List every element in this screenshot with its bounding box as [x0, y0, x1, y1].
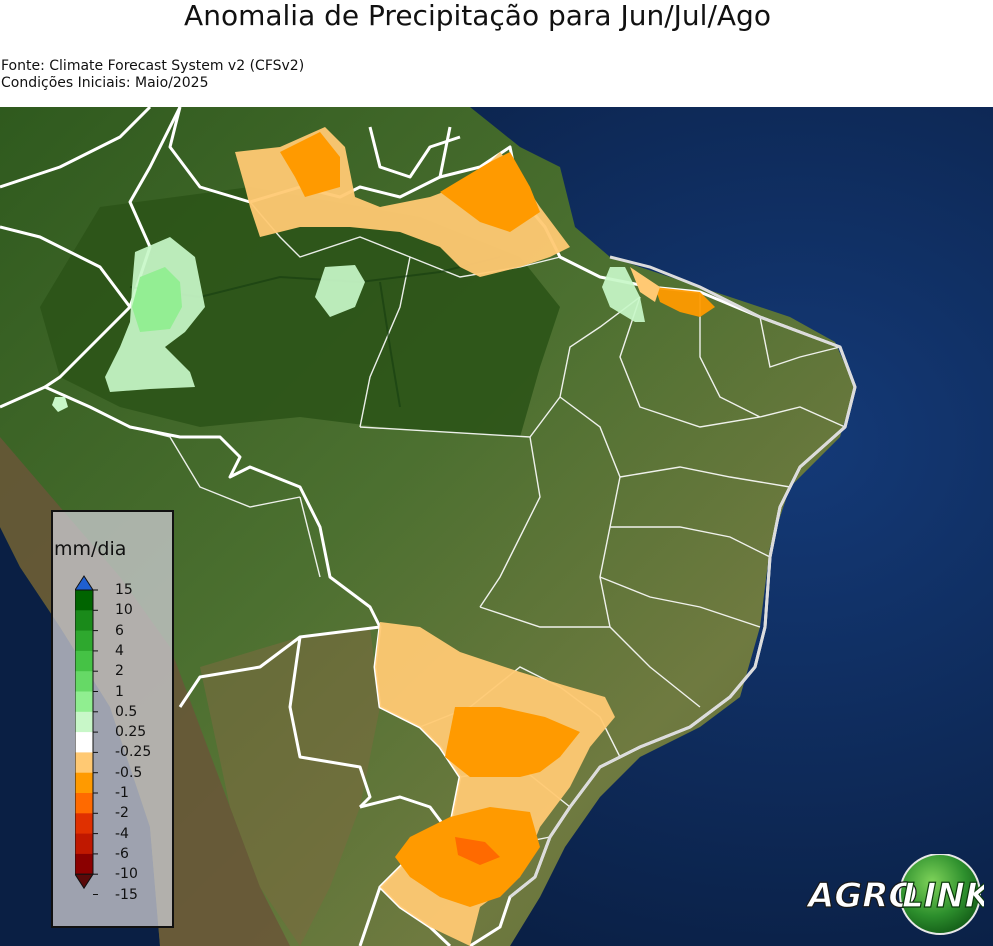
- map-metadata: Fonte: Climate Forecast System v2 (CFSv2…: [1, 58, 304, 92]
- negative-anomaly-north-core-west: [280, 132, 340, 197]
- colorbar-tick-label: -10: [115, 866, 138, 883]
- negative-anomaly-rio-grande-do-sul-core: [455, 837, 500, 865]
- colorbar-swatch: [75, 711, 93, 733]
- positive-anomaly-maranhao: [602, 267, 645, 322]
- colorbar-swatch: [75, 813, 93, 835]
- colorbar-tick-label: 15: [115, 582, 133, 598]
- colorbar-extend-min: [75, 873, 94, 890]
- colorbar-tick-label: -4: [115, 825, 129, 842]
- colorbar-swatch: [75, 752, 93, 774]
- colorbar-swatch: [75, 793, 93, 814]
- colorbar-tick-label: -0.25: [115, 744, 152, 761]
- negative-anomaly-northeast-coast: [655, 287, 715, 317]
- negative-anomaly-south-core: [445, 707, 580, 777]
- colorbar-tick-label: -1: [115, 785, 129, 801]
- colorbar-swatch: [75, 590, 93, 611]
- atlantic-coastline: [509, 255, 857, 899]
- colorbar-tick-label: -15: [115, 886, 138, 903]
- colorbar-tick-label: 0.5: [115, 703, 138, 720]
- colorbar: [75, 575, 98, 895]
- colorbar-tick-label: 1: [115, 683, 124, 700]
- negative-anomaly-northeast-coast-light: [630, 267, 660, 302]
- agrolink-logo-graphic: AGRO LINK: [804, 853, 993, 935]
- colorbar-swatch: [75, 833, 93, 855]
- page-title: Anomalia de Precipitação para Jun/Jul/Ag…: [184, 0, 771, 32]
- positive-anomaly-areas: [52, 237, 645, 412]
- colorbar-swatch: [75, 630, 93, 652]
- colorbar-swatch: [75, 853, 93, 875]
- legend-unit: mm/dia: [54, 538, 127, 560]
- logo-text-link: LINK: [902, 876, 984, 916]
- colorbar-swatch: [75, 772, 93, 794]
- chaco-region: [200, 627, 380, 946]
- agrolink-logo: AGRO LINK: [804, 853, 993, 938]
- colorbar-swatch: [75, 732, 93, 753]
- logo-text-agro: AGRO: [806, 876, 917, 916]
- source-text: Fonte: Climate Forecast System v2 (CFSv2…: [1, 58, 305, 74]
- colorbar-legend: mm/dia 15 10 6 4 2 1 0.5 0.25 -0.25 -0.5 -1 -2 -4 -6 -…: [51, 510, 174, 928]
- colorbar-swatch: [75, 671, 93, 692]
- colorbar-swatch: [75, 610, 93, 632]
- colorbar-tick-label: 10: [115, 602, 133, 619]
- positive-anomaly-peru: [52, 397, 68, 412]
- positive-anomaly-central-amazon: [315, 265, 365, 317]
- colorbar-extend-max: [75, 575, 94, 591]
- colorbar-swatch: [75, 650, 93, 672]
- colorbar-tick-label: 2: [115, 663, 124, 680]
- colorbar-swatch: [75, 691, 93, 713]
- negative-anomaly-north-core-east: [440, 152, 540, 232]
- state-borders: [129, 201, 846, 848]
- negative-anomaly-areas: [235, 127, 715, 946]
- colorbar-tick-label: 0.25: [115, 724, 147, 741]
- colorbar-tick-label: 4: [115, 642, 124, 659]
- colorbar-tick-label: -0.5: [115, 764, 143, 781]
- colorbar-tick-label: -6: [115, 845, 129, 862]
- positive-anomaly-west-amazon-core: [132, 267, 182, 332]
- initial-conditions-text: Condições Iniciais: Maio/2025: [1, 75, 209, 91]
- colorbar-tick-label: 6: [115, 622, 124, 639]
- colorbar-tick-label: -2: [115, 805, 129, 822]
